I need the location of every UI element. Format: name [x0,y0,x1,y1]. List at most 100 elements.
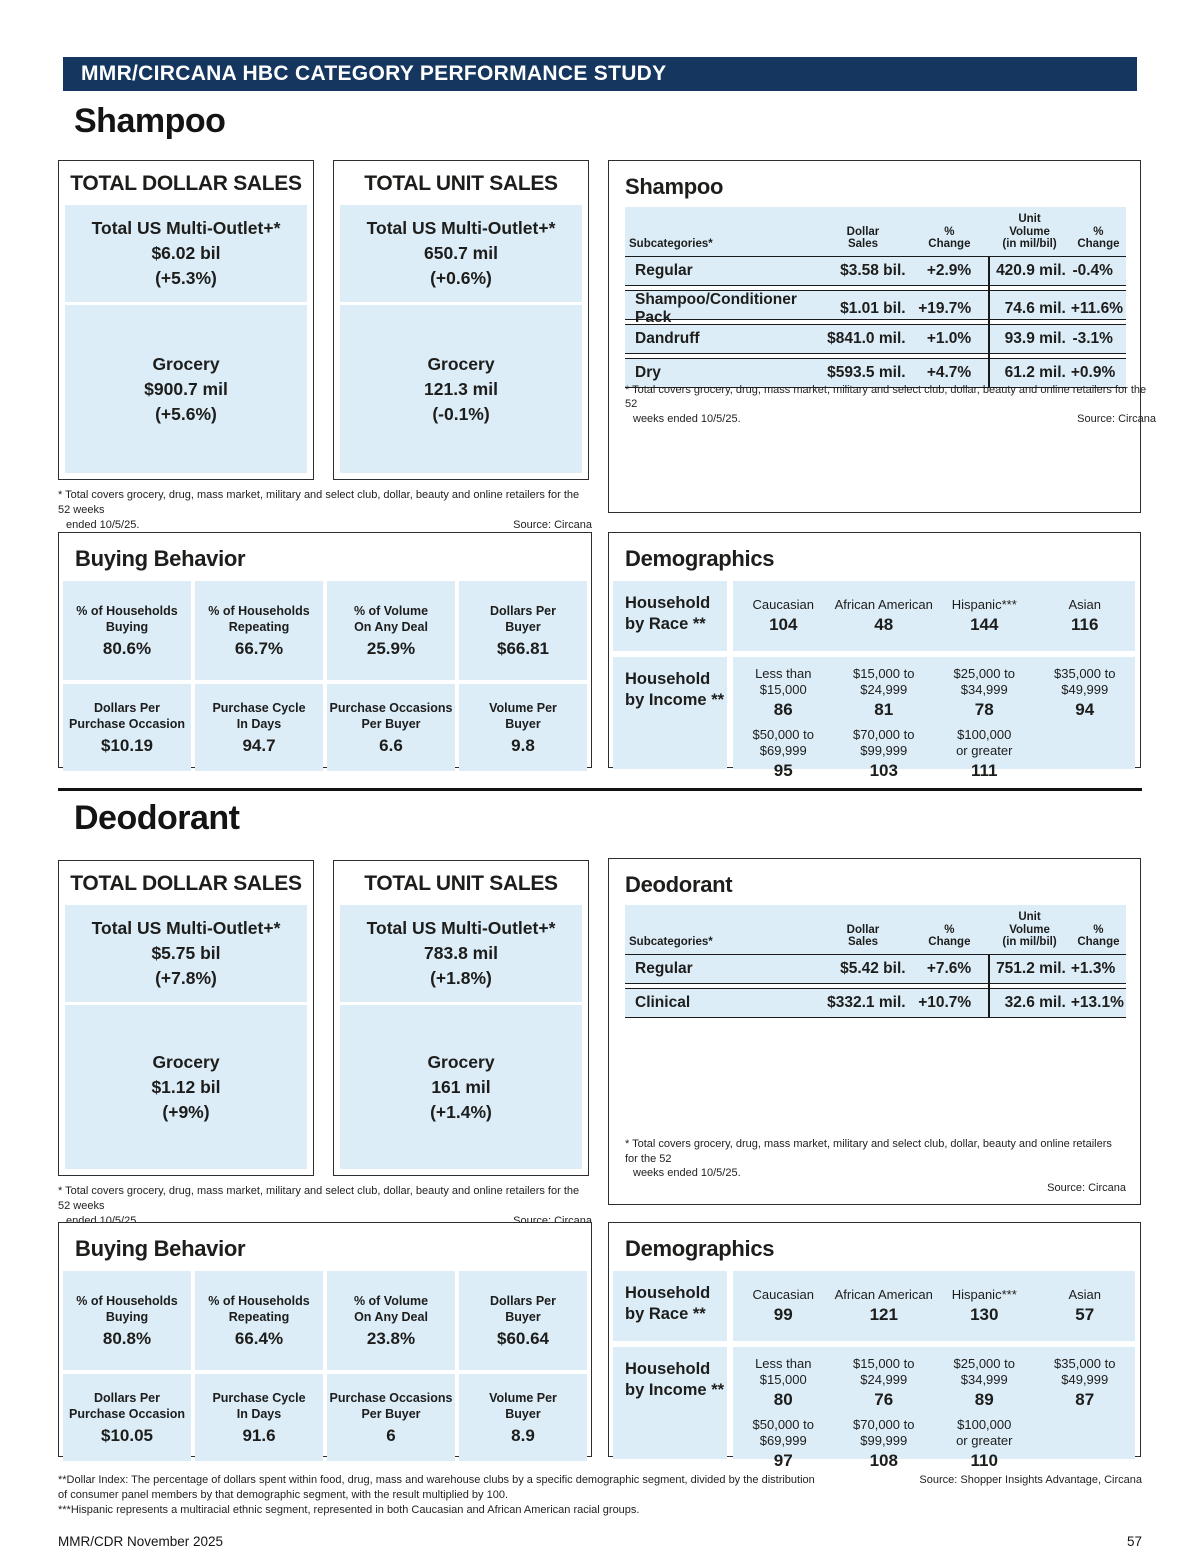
race-name: African American [834,1287,933,1302]
subcategories-table: Subcategories* Dollar Sales % Change Uni… [625,905,1126,1018]
deodorant-subcategories-panel: Deodorant Subcategories* Dollar Sales % … [608,858,1141,1205]
col-header-dollar-sales: Dollar Sales [846,923,880,949]
deodorant-section-heading: Deodorant [74,799,240,837]
income-column: $50,000 to $69,999 97 [733,1417,834,1471]
income-values: Less than $15,000 86 $15,000 to $24,999 81… [733,657,1135,780]
multi-outlet-block: Total US Multi-Outlet+* $6.02 bil (+5.3%… [65,205,307,302]
dollar-change: +7.6% [926,959,972,977]
dollar-sales: $593.5 mil. [827,363,906,381]
race-name: African American [834,597,933,612]
stat-value: 8.9 [511,1425,535,1445]
stat-label: % of Volume On Any Deal [353,603,429,634]
table-body: Regular $5.42 bil. +7.6% 751.2 mil. +1.3… [625,953,1126,1018]
stat-value: 9.8 [511,735,535,755]
income-column: $70,000 to $99,999 108 [834,1417,935,1471]
footnote-text-block: **Dollar Index: The percentage of dollar… [58,1473,818,1518]
grocery-label: Grocery [427,353,495,374]
subcategory-name: Dry [635,363,661,381]
income-bracket: $35,000 to $49,999 [1054,1356,1116,1387]
stat-label: % of Households Repeating [208,1293,310,1324]
race-band-label: Household by Race ** [613,581,727,651]
grocery-change: (-0.1%) [432,403,490,424]
unit-volume: 93.9 mil. [1004,329,1066,347]
demographics-bands: Household by Race ** Caucasian 99 African… [613,1271,1135,1470]
footnote-line2: weeks ended 10/5/25. [633,1167,741,1179]
income-row: Less than $15,000 86 $15,000 to $24,999 81… [733,666,1135,720]
subcategory-name: Regular [635,959,693,977]
income-index: 94 [1075,700,1095,719]
box-title: TOTAL DOLLAR SALES [70,872,302,895]
table-header-row: Subcategories* Dollar Sales % Change Uni… [625,207,1126,256]
stat-label: % of Households Repeating [208,603,310,634]
shampoo-buying-behavior-box: Buying Behavior % of Households Buying 80… [58,532,592,771]
dollar-sales: $332.1 mil. [827,993,906,1011]
box-title: TOTAL UNIT SALES [364,172,558,195]
grocery-block: Grocery $900.7 mil (+5.6%) [65,305,307,473]
table-row: Dry $593.5 mil. +4.7% 61.2 mil. +0.9% [625,357,1126,388]
income-index: 103 [869,761,898,780]
dollar-index-footnote: **Dollar Index: The percentage of dollar… [58,1474,815,1501]
race-values: Caucasian 99 African American 121 Hispanic… [733,1271,1135,1341]
bottom-footnotes: **Dollar Index: The percentage of dollar… [58,1473,1142,1518]
dollar-change: +2.9% [926,261,972,279]
source-credit: Source: Circana [513,519,592,531]
stat-value: 94.7 [242,735,276,755]
deodorant-total-unit-sales-box: TOTAL UNIT SALES Total US Multi-Outlet+*… [333,860,589,1176]
grocery-change: (+1.4%) [430,1101,492,1122]
income-column: $100,000 or greater 111 [934,727,1035,781]
unit-volume: 32.6 mil. [1004,993,1066,1011]
income-index: 76 [874,1390,894,1409]
multi-outlet-block: Total US Multi-Outlet+* $5.75 bil (+7.8%… [65,905,307,1002]
footnote-line1: * Total covers grocery, drug, mass marke… [58,1185,580,1212]
multi-outlet-label: Total US Multi-Outlet+* [366,218,556,238]
grocery-value: $900.7 mil [144,378,228,399]
race-index: 130 [970,1305,999,1324]
col-header-subcategories: Subcategories* [629,238,713,250]
race-column: Caucasian 99 [733,1287,834,1325]
income-index: 80 [773,1390,793,1409]
income-column: $70,000 to $99,999 103 [834,727,935,781]
stat-label: Volume Per Buyer [489,700,557,731]
grocery-block: Grocery 121.3 mil (-0.1%) [340,305,582,473]
stat-value: 66.7% [234,638,284,658]
race-name: Caucasian [752,1287,814,1302]
race-index: 144 [970,615,999,634]
stat-label: % of Households Buying [76,603,178,634]
income-band-label: Household by Income ** [613,657,727,769]
col-header-unit-volume: Unit Volume (in mil/bil) [1002,911,1057,948]
unit-change: +1.3% [1070,959,1116,977]
dollar-change: +19.7% [918,299,972,317]
stat-value: 6 [386,1425,396,1445]
demographics-source-credit: Source: Shopper Insights Advantage, Circ… [919,1474,1142,1486]
income-index: 86 [773,700,793,719]
hispanic-footnote: ***Hispanic represents a multiracial eth… [58,1504,640,1516]
stat-tile: Purchase Occasions Per Buyer 6 [327,1374,455,1461]
col-header-pct-change: % Change [1077,225,1120,251]
income-bracket: $50,000 to $69,999 [752,1417,814,1448]
race-index: 99 [773,1305,793,1324]
unit-volume: 61.2 mil. [1004,363,1066,381]
stat-label: % of Households Buying [76,1293,178,1324]
race-column: Hispanic*** 130 [934,1287,1035,1325]
stat-value: 66.4% [234,1328,284,1348]
deodorant-buying-behavior-box: Buying Behavior % of Households Buying 80… [58,1222,592,1461]
stat-tile: % of Households Buying 80.8% [63,1271,191,1370]
unit-change: +11.6% [1070,299,1124,317]
household-by-income-band: Household by Income ** Less than $15,000… [613,1347,1135,1470]
income-bracket: Less than $15,000 [755,1356,812,1387]
stat-label: Dollars Per Purchase Occasion [68,700,186,731]
panel-title: Shampoo [625,174,724,199]
column-divider-line [988,255,990,388]
race-column: Asian 57 [1035,1287,1136,1325]
footer-publication: MMR/CDR November 2025 [58,1534,224,1549]
demographics-title: Demographics [625,1236,775,1261]
stat-value: $10.19 [101,735,153,755]
stat-tile: Dollars Per Purchase Occasion $10.19 [63,684,191,771]
shampoo-section-heading: Shampoo [74,102,226,140]
dollar-sales: $3.58 bil. [840,261,906,279]
subcategory-name: Regular [635,261,693,279]
footnote-line2: weeks ended 10/5/25. [633,412,741,425]
income-bracket: $25,000 to $34,999 [953,1356,1015,1387]
income-column: $50,000 to $69,999 95 [733,727,834,781]
stat-label: Volume Per Buyer [489,1390,557,1421]
